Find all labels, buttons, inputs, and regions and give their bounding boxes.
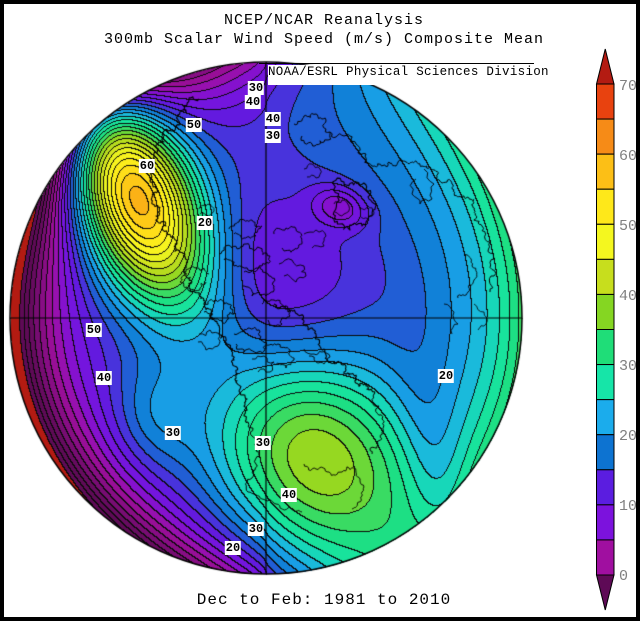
svg-text:70: 70 [619,78,637,95]
svg-text:30: 30 [619,358,637,375]
svg-text:40: 40 [619,288,637,305]
svg-text:60: 60 [619,148,637,165]
svg-text:20: 20 [619,428,637,445]
svg-text:50: 50 [619,218,637,235]
svg-text:0: 0 [619,568,628,585]
svg-text:10: 10 [619,498,637,515]
